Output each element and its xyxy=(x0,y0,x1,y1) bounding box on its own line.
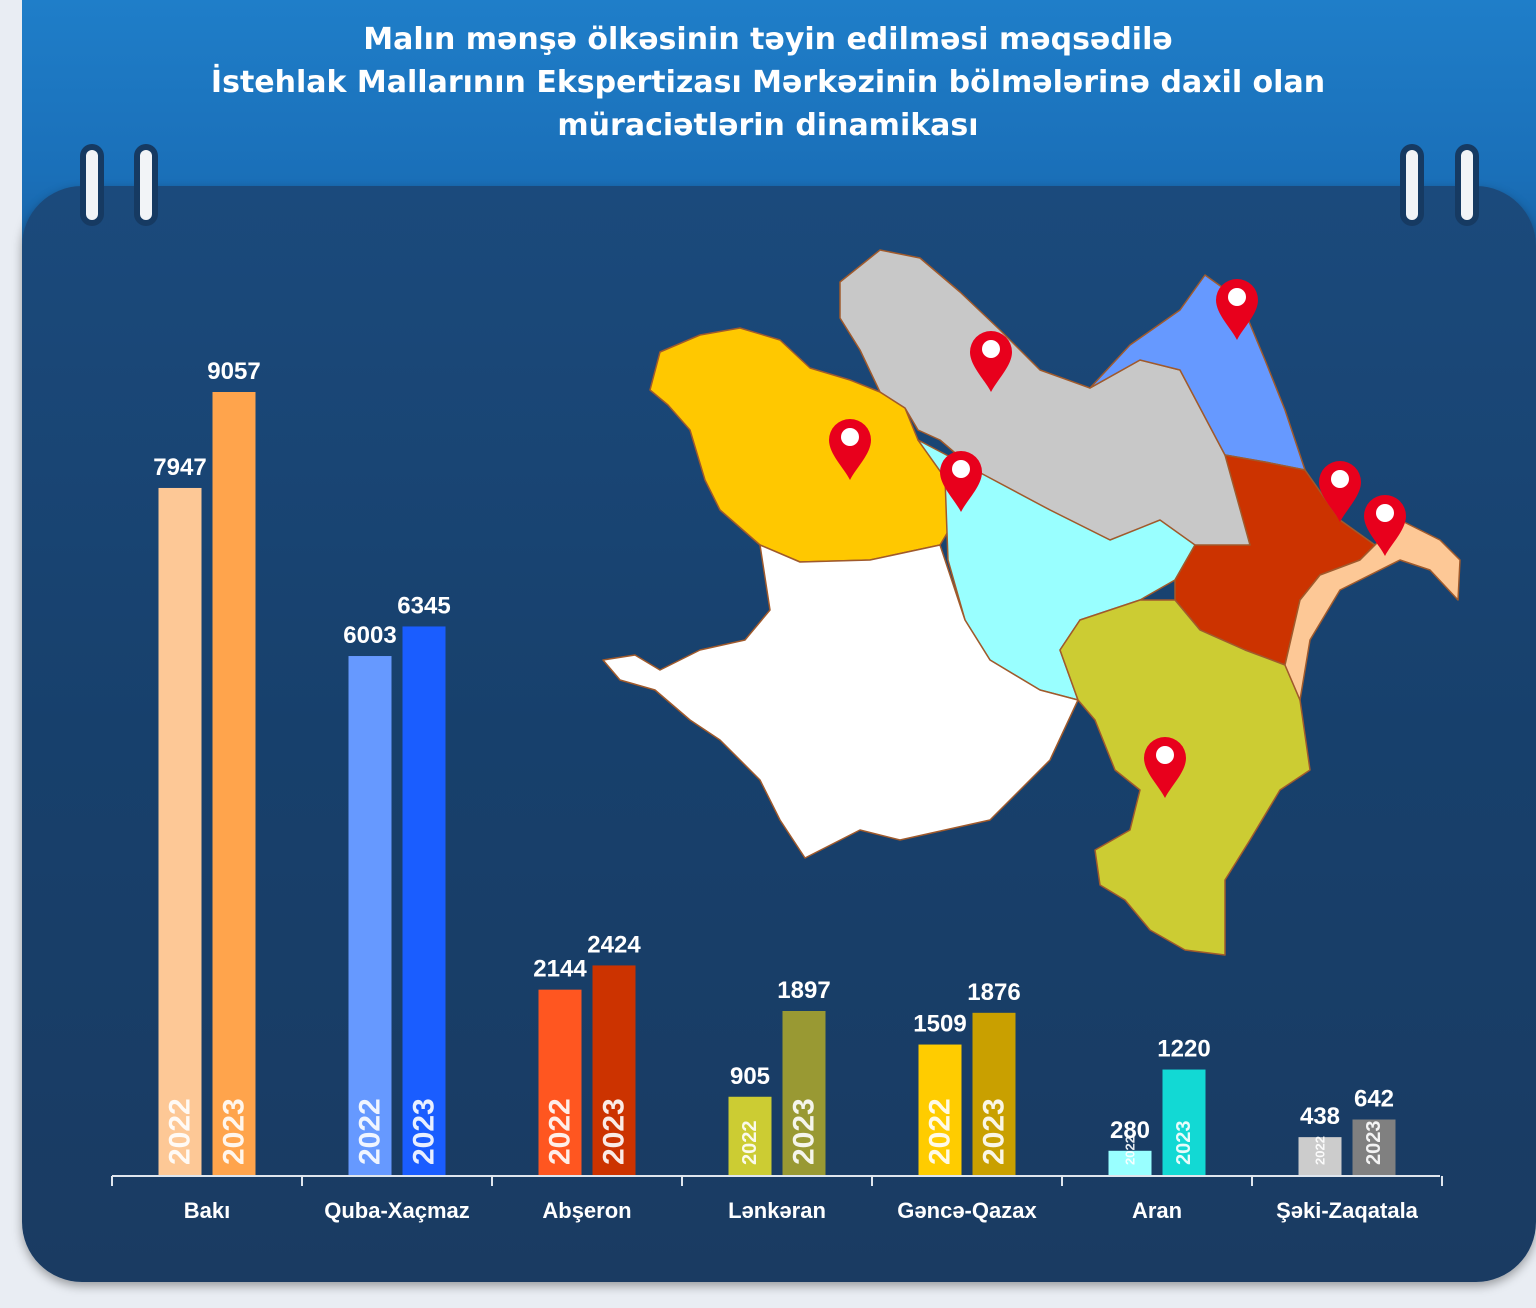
bar-l-nk-ran-2023 xyxy=(782,1010,826,1175)
category-label: Abşeron xyxy=(542,1198,631,1223)
bar-year-label: 2023 xyxy=(1363,1121,1385,1166)
bar--ki-zaqatala-2022 xyxy=(1298,1137,1342,1175)
south-east-region xyxy=(1059,599,1311,956)
binder-ring-left-2 xyxy=(140,150,152,220)
value-label: 2424 xyxy=(587,931,641,958)
bar-l-nk-ran-2022 xyxy=(728,1096,772,1175)
value-label: 1876 xyxy=(967,979,1020,1006)
bar-year-label: 2023 xyxy=(408,1098,441,1165)
bar-year-label: 2023 xyxy=(598,1098,631,1165)
title-line-1: Malın mənşə ölkəsinin təyin edilməsi məq… xyxy=(363,22,1173,57)
location-pin-icon xyxy=(1216,279,1258,340)
value-label: 1897 xyxy=(777,977,830,1004)
title-line-2: İstehlak Mallarının Ekspertizası Mərkəzi… xyxy=(210,65,1326,100)
binder-ring-left-1 xyxy=(86,150,98,220)
south-west-region xyxy=(602,544,1079,859)
bar-year-label: 2023 xyxy=(978,1098,1011,1165)
value-label: 642 xyxy=(1354,1085,1394,1112)
location-pin-icon xyxy=(1364,495,1406,556)
location-pin-icon xyxy=(970,331,1012,392)
value-label: 280 xyxy=(1110,1117,1150,1144)
bar-year-label: 2022 xyxy=(1313,1136,1328,1165)
bar-year-label: 2022 xyxy=(544,1098,577,1165)
category-label: Bakı xyxy=(184,1198,230,1223)
bar-year-label: 2023 xyxy=(1173,1121,1195,1166)
bar-g-nc-qazax-2022 xyxy=(918,1044,962,1175)
bar-year-label: 2022 xyxy=(164,1098,197,1165)
value-label: 1220 xyxy=(1157,1036,1210,1063)
value-label: 6003 xyxy=(343,622,396,649)
bar-year-label: 2023 xyxy=(788,1098,821,1165)
value-label: 9057 xyxy=(207,358,260,385)
category-label: Gəncə-Qazax xyxy=(897,1198,1037,1223)
bar-year-label: 2022 xyxy=(1123,1136,1138,1165)
bar-quba-xa-maz-2023 xyxy=(402,626,446,1175)
bar-g-nc-qazax-2023 xyxy=(972,1012,1016,1175)
bar-year-label: 2022 xyxy=(354,1098,387,1165)
category-label: Quba-Xaçmaz xyxy=(324,1198,470,1223)
page-title: Malın mənşə ölkəsinin təyin edilməsi məq… xyxy=(0,18,1536,147)
binder-ring-right-2 xyxy=(1461,150,1473,220)
bar-bak--2022 xyxy=(158,487,202,1175)
category-label: Aran xyxy=(1132,1198,1182,1223)
value-label: 438 xyxy=(1300,1103,1340,1130)
bar--ki-zaqatala-2023 xyxy=(1352,1119,1396,1175)
value-label: 6345 xyxy=(397,592,450,619)
binder-ring-right-1 xyxy=(1406,150,1418,220)
north-east-region xyxy=(1089,274,1306,471)
value-label: 2144 xyxy=(533,956,587,983)
value-label: 7947 xyxy=(153,454,206,481)
bar-year-label: 2023 xyxy=(218,1098,251,1165)
location-pin-icon xyxy=(829,419,871,480)
bar-year-label: 2022 xyxy=(739,1121,761,1166)
azerbaijan-region-map xyxy=(602,249,1461,956)
bar-aran-2023 xyxy=(1162,1069,1206,1175)
bar-ab-eron-2023 xyxy=(592,965,636,1175)
value-label: 905 xyxy=(730,1063,770,1090)
bar-bak--2023 xyxy=(212,392,256,1175)
bar-quba-xa-maz-2022 xyxy=(348,656,392,1175)
value-label: 1509 xyxy=(913,1011,966,1038)
bar-ab-eron-2022 xyxy=(538,989,582,1175)
location-pin-icon xyxy=(940,451,982,512)
title-line-3: müraciətlərin dinamikası xyxy=(557,108,979,143)
category-label: Lənkəran xyxy=(728,1198,826,1223)
bar-aran-2022 xyxy=(1108,1150,1152,1175)
location-pin-icon xyxy=(1144,737,1186,798)
location-pin-icon xyxy=(1319,461,1361,522)
bar-year-label: 2022 xyxy=(924,1098,957,1165)
category-label: Şəki-Zaqatala xyxy=(1276,1198,1419,1223)
